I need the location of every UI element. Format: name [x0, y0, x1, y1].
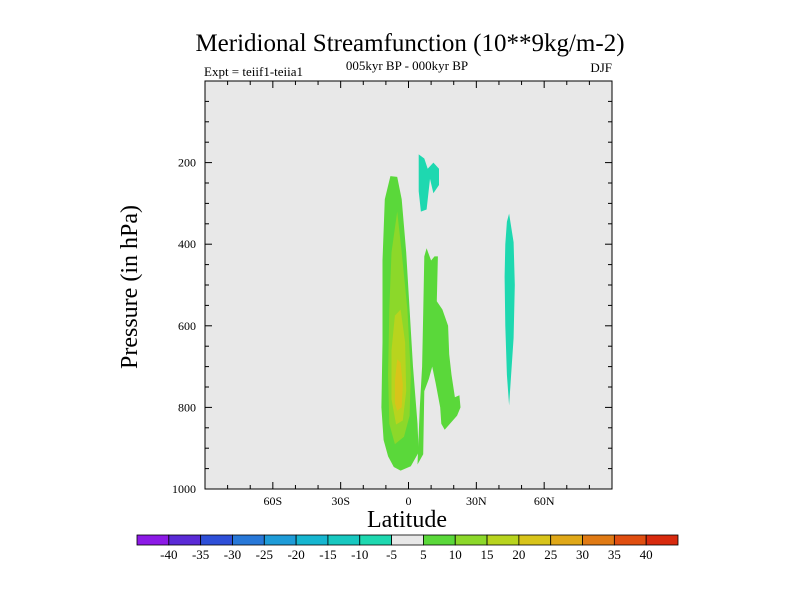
contour-region-negative-5-right	[504, 213, 515, 406]
x-tick-label: 60N	[534, 494, 555, 508]
contour-region-negative-5-upper	[418, 154, 439, 212]
contour-region-positive-5-10-secondary	[417, 248, 461, 465]
experiment-label: Expt = teiif1-teiia1	[204, 64, 303, 79]
chart-subtitle: 005kyr BP - 000kyr BP	[346, 58, 468, 73]
colorbar-swatch	[454, 534, 488, 546]
colorbar-swatch	[645, 534, 679, 546]
y-tick-label: 400	[178, 237, 196, 251]
colorbar-label: -5	[386, 547, 397, 562]
chart-title: Meridional Streamfunction (10**9kg/m-2)	[195, 30, 624, 57]
colorbar-label: 5	[420, 547, 427, 562]
y-axis-label: Pressure (in hPa)	[117, 205, 143, 369]
colorbar-swatch	[232, 534, 265, 546]
colorbar-label: 25	[544, 547, 557, 562]
y-tick-label: 600	[178, 319, 196, 333]
colorbar-label: -40	[160, 547, 177, 562]
x-tick-label: 0	[406, 494, 412, 508]
colorbar-swatch	[486, 534, 520, 546]
colorbar-label: 30	[576, 547, 589, 562]
y-tick-label: 200	[178, 156, 196, 170]
colorbar-swatch	[168, 534, 202, 546]
colorbar-label: 20	[512, 547, 525, 562]
colorbar-swatch	[391, 534, 424, 546]
colorbar-label: -30	[224, 547, 241, 562]
colorbar-label: 10	[449, 547, 462, 562]
colorbar-swatch	[327, 534, 361, 546]
x-tick-label: 30S	[331, 494, 350, 508]
colorbar: -40 -35 -30 -25 -20 -15 -10 -5 5 10 15 20 25 30 35 40	[136, 534, 679, 562]
colorbar-label: -20	[287, 547, 304, 562]
colorbar-label: 15	[481, 547, 494, 562]
colorbar-swatch	[550, 534, 583, 546]
colorbar-swatch	[136, 534, 170, 546]
x-axis-ticks: 60S 30S 0 30N 60N	[227, 81, 590, 508]
y-tick-label: 1000	[172, 482, 196, 496]
x-axis-label: Latitude	[367, 507, 447, 533]
colorbar-swatch	[582, 534, 615, 546]
colorbar-label: 35	[608, 547, 621, 562]
y-axis-ticks: 200 400 600 800 1000	[172, 100, 612, 496]
x-tick-label: 30N	[466, 494, 487, 508]
colorbar-swatch	[359, 534, 392, 546]
colorbar-swatch	[518, 534, 552, 546]
colorbar-swatch	[295, 534, 329, 546]
colorbar-swatch	[613, 534, 647, 546]
colorbar-swatch	[423, 534, 456, 546]
colorbar-swatch	[263, 534, 297, 546]
y-tick-label: 800	[178, 400, 196, 414]
season-label: DJF	[590, 60, 612, 75]
colorbar-label: -15	[319, 547, 336, 562]
x-tick-label: 60S	[263, 494, 282, 508]
colorbar-label: -25	[256, 547, 273, 562]
contour-regions	[381, 154, 515, 471]
colorbar-label: 40	[640, 547, 653, 562]
contour-region-positive-20-25-core	[394, 359, 403, 411]
colorbar-label: -35	[192, 547, 209, 562]
colorbar-label: -10	[351, 547, 368, 562]
colorbar-swatch	[200, 534, 233, 546]
